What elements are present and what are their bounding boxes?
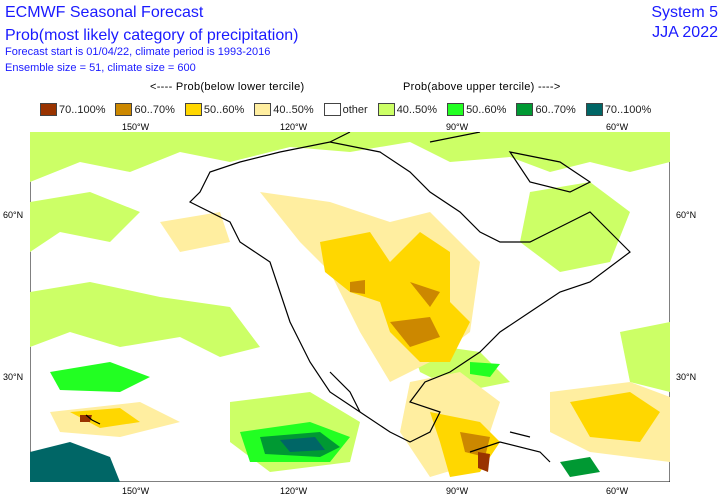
lon-label-bottom: 60°W (606, 486, 629, 496)
coastline (85, 132, 631, 463)
orange-60-70-regions (350, 280, 490, 457)
legend-item-label: 50..60% (466, 103, 507, 116)
legend-item: 70..100% (585, 103, 652, 116)
green-70-100-regions (30, 437, 325, 482)
legend-item: 60..70% (516, 103, 576, 116)
lon-label-top: 120°W (280, 122, 308, 132)
legend-item: 70..100% (40, 103, 105, 116)
legend-item-label: 60..70% (134, 103, 175, 116)
legend: 70..100% 60..70% 50..60% 40..50% other 40..50… (40, 103, 661, 116)
legend-item-label: 70..100% (59, 103, 106, 116)
legend-item: 40..50% (254, 103, 314, 116)
legend-item-label: 70..100% (604, 103, 652, 116)
legend-swatch (184, 103, 202, 116)
legend-swatch (516, 103, 534, 116)
lon-label-top: 150°W (122, 122, 150, 132)
legend-swatch (377, 103, 395, 116)
legend-above-label: Prob(above upper tercile) ----> (403, 81, 561, 93)
lon-label-top: 60°W (606, 122, 629, 132)
lon-label-bottom: 150°W (122, 486, 150, 496)
title: ECMWF Seasonal Forecast (5, 4, 204, 21)
legend-swatch (115, 103, 133, 116)
legend-item: 40..50% (377, 103, 438, 116)
legend-item-label: 40..50% (396, 103, 438, 116)
legend-item-label: 40..50% (273, 103, 314, 116)
legend-swatch (323, 103, 341, 116)
lat-label-right: 60°N (676, 210, 697, 220)
lat-label-left: 30°N (3, 372, 24, 382)
lon-label-bottom: 90°W (446, 486, 469, 496)
legend-item: 60..70% (115, 103, 175, 116)
legend-swatch (254, 103, 272, 116)
legend-item: 50..60% (184, 103, 245, 116)
legend-item-label: 60..70% (535, 103, 576, 116)
legend-swatch (447, 103, 465, 116)
precipitation-map (30, 132, 670, 482)
legend-below-label: <---- Prob(below lower tercile) (150, 81, 305, 93)
legend-item-label: other (342, 103, 368, 116)
season-label: JJA 2022 (652, 24, 718, 41)
lat-label-right: 30°N (676, 372, 697, 382)
lon-label-bottom: 120°W (280, 486, 308, 496)
system-label: System 5 (651, 4, 718, 21)
legend-item: 50..60% (447, 103, 506, 116)
legend-swatch (585, 103, 603, 116)
subtitle: Prob(most likely category of precipitati… (5, 27, 299, 44)
legend-swatch (40, 103, 57, 116)
legend-item: other (323, 103, 368, 116)
lon-label-top: 90°W (446, 122, 469, 132)
lat-label-left: 60°N (3, 210, 24, 220)
forecast-start: Forecast start is 01/04/22, climate peri… (5, 46, 271, 58)
ensemble-size: Ensemble size = 51, climate size = 600 (5, 62, 196, 74)
legend-item-label: 50..60% (203, 103, 245, 116)
